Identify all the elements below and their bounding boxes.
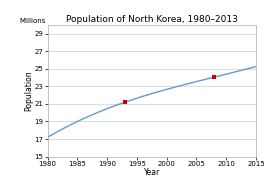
X-axis label: Year: Year xyxy=(144,168,160,177)
Title: Population of North Korea, 1980–2013: Population of North Korea, 1980–2013 xyxy=(66,15,238,24)
Text: Millions: Millions xyxy=(19,18,45,23)
Y-axis label: Population: Population xyxy=(24,70,33,111)
